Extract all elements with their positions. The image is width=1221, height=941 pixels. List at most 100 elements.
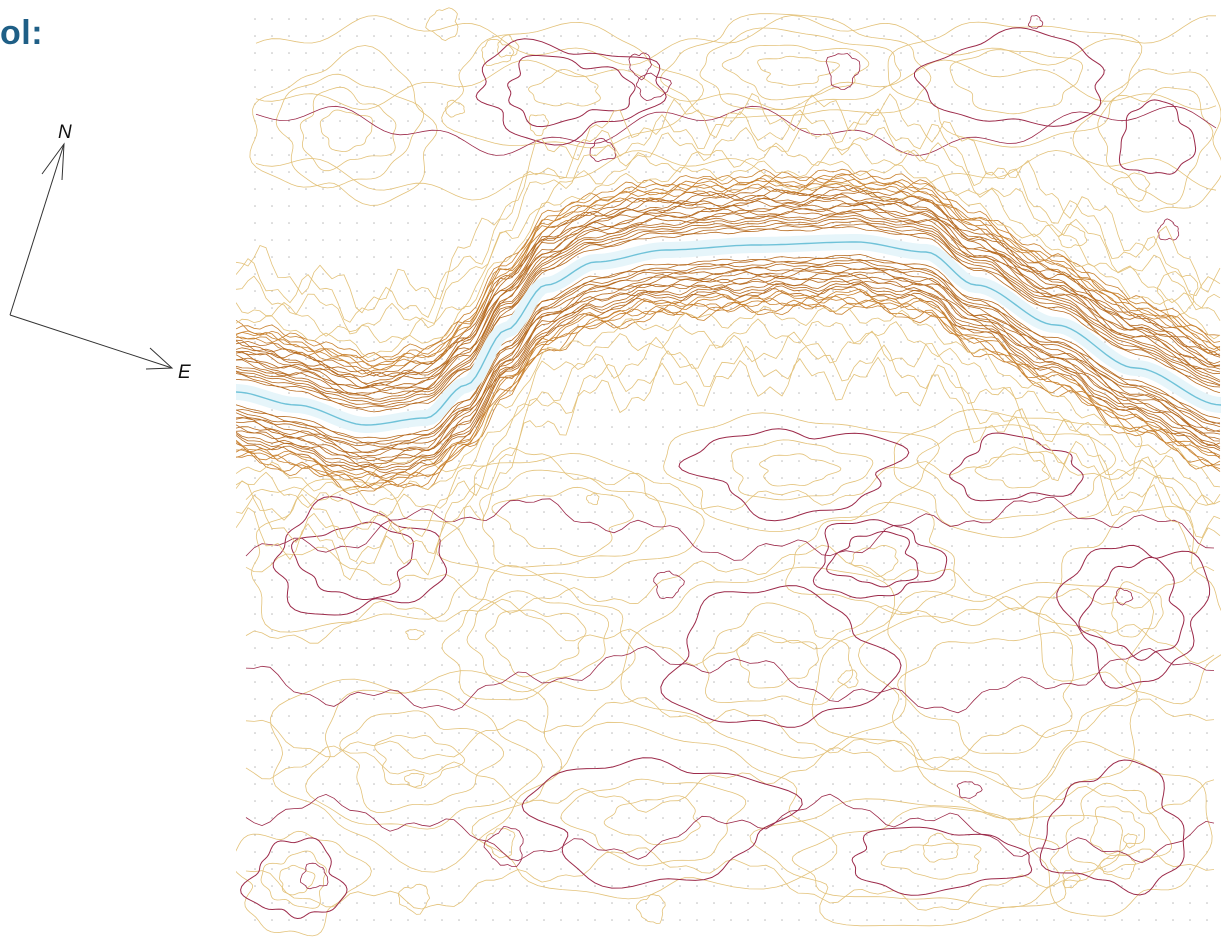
minor-contour bbox=[837, 669, 859, 689]
minor-contour bbox=[251, 478, 479, 633]
minor-contour bbox=[305, 688, 543, 830]
index-contour bbox=[507, 55, 636, 128]
minor-contour bbox=[484, 827, 516, 859]
bank-contour-north bbox=[236, 220, 1221, 407]
minor-contour bbox=[1097, 86, 1214, 205]
minor-contour bbox=[481, 38, 515, 67]
minor-contour bbox=[791, 806, 1060, 908]
minor-contour bbox=[441, 21, 705, 149]
bank-contour-south bbox=[236, 283, 1221, 474]
minor-contour bbox=[880, 842, 982, 880]
bank-contour-north bbox=[236, 209, 1221, 396]
index-contour bbox=[949, 432, 1084, 502]
minor-contour bbox=[1072, 68, 1221, 213]
map-area bbox=[236, 7, 1221, 937]
upland-contour-north bbox=[236, 126, 1221, 335]
bank-contour-north bbox=[236, 174, 1221, 367]
minor-contour bbox=[255, 59, 1217, 111]
index-contour bbox=[660, 585, 902, 728]
minor-contour bbox=[404, 772, 425, 788]
channel-bank-contours bbox=[236, 92, 1221, 581]
minor-contours bbox=[236, 7, 1221, 937]
upland-contour-north bbox=[236, 108, 1221, 323]
minor-contour bbox=[1028, 741, 1213, 917]
slide-title: ol: bbox=[0, 14, 44, 52]
index-contour bbox=[1078, 556, 1185, 661]
index-contour bbox=[240, 837, 348, 920]
minor-contour bbox=[1111, 172, 1151, 202]
upland-contour-north bbox=[236, 142, 1221, 344]
minor-contour bbox=[466, 590, 609, 693]
minor-contour bbox=[339, 710, 505, 813]
index-contour bbox=[1157, 218, 1180, 241]
minor-contour bbox=[319, 109, 373, 152]
upland-contour-south bbox=[236, 305, 1221, 506]
minor-contour bbox=[275, 73, 424, 189]
bank-contour-north bbox=[236, 193, 1221, 385]
index-contour bbox=[291, 521, 414, 600]
minor-contour bbox=[279, 864, 316, 896]
minor-contour bbox=[374, 735, 466, 789]
bank-contour-south bbox=[236, 296, 1221, 490]
index-contour bbox=[653, 570, 685, 600]
minor-contour bbox=[260, 850, 327, 909]
north-arrow-icon: N E bbox=[9, 122, 191, 383]
bank-contour-south bbox=[236, 295, 1221, 489]
minor-contour bbox=[857, 607, 1142, 790]
minor-contour bbox=[236, 830, 372, 937]
bank-contour-north bbox=[236, 217, 1221, 405]
minor-contour bbox=[441, 564, 636, 701]
index-contour bbox=[1056, 544, 1211, 689]
bank-contour-north bbox=[236, 214, 1221, 402]
north-axis-line bbox=[9, 143, 65, 316]
bank-contour-north bbox=[236, 199, 1221, 389]
index-contour bbox=[1114, 587, 1134, 606]
index-contour bbox=[1027, 14, 1044, 29]
bank-contour-south bbox=[236, 259, 1221, 445]
minor-contour bbox=[269, 670, 563, 873]
minor-contour bbox=[721, 44, 870, 101]
minor-contour bbox=[1090, 806, 1145, 855]
minor-contour bbox=[255, 15, 1216, 66]
minor-contour bbox=[699, 27, 902, 111]
minor-contour bbox=[603, 795, 701, 846]
index-contour bbox=[826, 530, 919, 588]
bank-contour-north bbox=[236, 223, 1221, 409]
minor-contour bbox=[245, 595, 1215, 666]
minor-contour bbox=[485, 609, 587, 678]
bank-contour-south bbox=[236, 288, 1221, 479]
minor-contour bbox=[528, 114, 549, 137]
upland-contour-south bbox=[236, 356, 1221, 581]
index-contour bbox=[812, 519, 948, 599]
minor-contour bbox=[660, 13, 932, 119]
index-contour bbox=[589, 137, 617, 163]
index-contour bbox=[475, 38, 667, 146]
index-contour bbox=[521, 757, 803, 889]
minor-contour bbox=[1038, 505, 1221, 705]
contour-map bbox=[236, 7, 1221, 937]
minor-contour bbox=[299, 86, 397, 172]
minor-contour bbox=[1111, 581, 1164, 638]
north-arrowhead bbox=[41, 142, 65, 181]
minor-contour bbox=[785, 501, 956, 615]
river-channel-edge bbox=[236, 241, 1221, 426]
minor-contour bbox=[245, 446, 1215, 511]
index-contour bbox=[272, 495, 448, 616]
minor-contour bbox=[245, 745, 1215, 815]
minor-contour bbox=[759, 453, 842, 487]
east-label: E bbox=[178, 362, 191, 383]
minor-contour bbox=[491, 486, 634, 557]
upland-contour-south bbox=[236, 318, 1221, 525]
index-contour bbox=[245, 645, 1215, 714]
bank-contour-south bbox=[236, 254, 1221, 439]
minor-contour bbox=[405, 628, 425, 641]
minor-contour bbox=[916, 424, 1117, 521]
minor-contour bbox=[444, 99, 465, 118]
index-contour bbox=[636, 72, 672, 102]
index-contour bbox=[483, 825, 524, 867]
bank-contour-north bbox=[236, 196, 1221, 386]
index-contour bbox=[914, 27, 1105, 127]
upland-contour-south bbox=[236, 344, 1221, 563]
minor-contour bbox=[1156, 271, 1199, 319]
minor-contour bbox=[497, 34, 520, 58]
